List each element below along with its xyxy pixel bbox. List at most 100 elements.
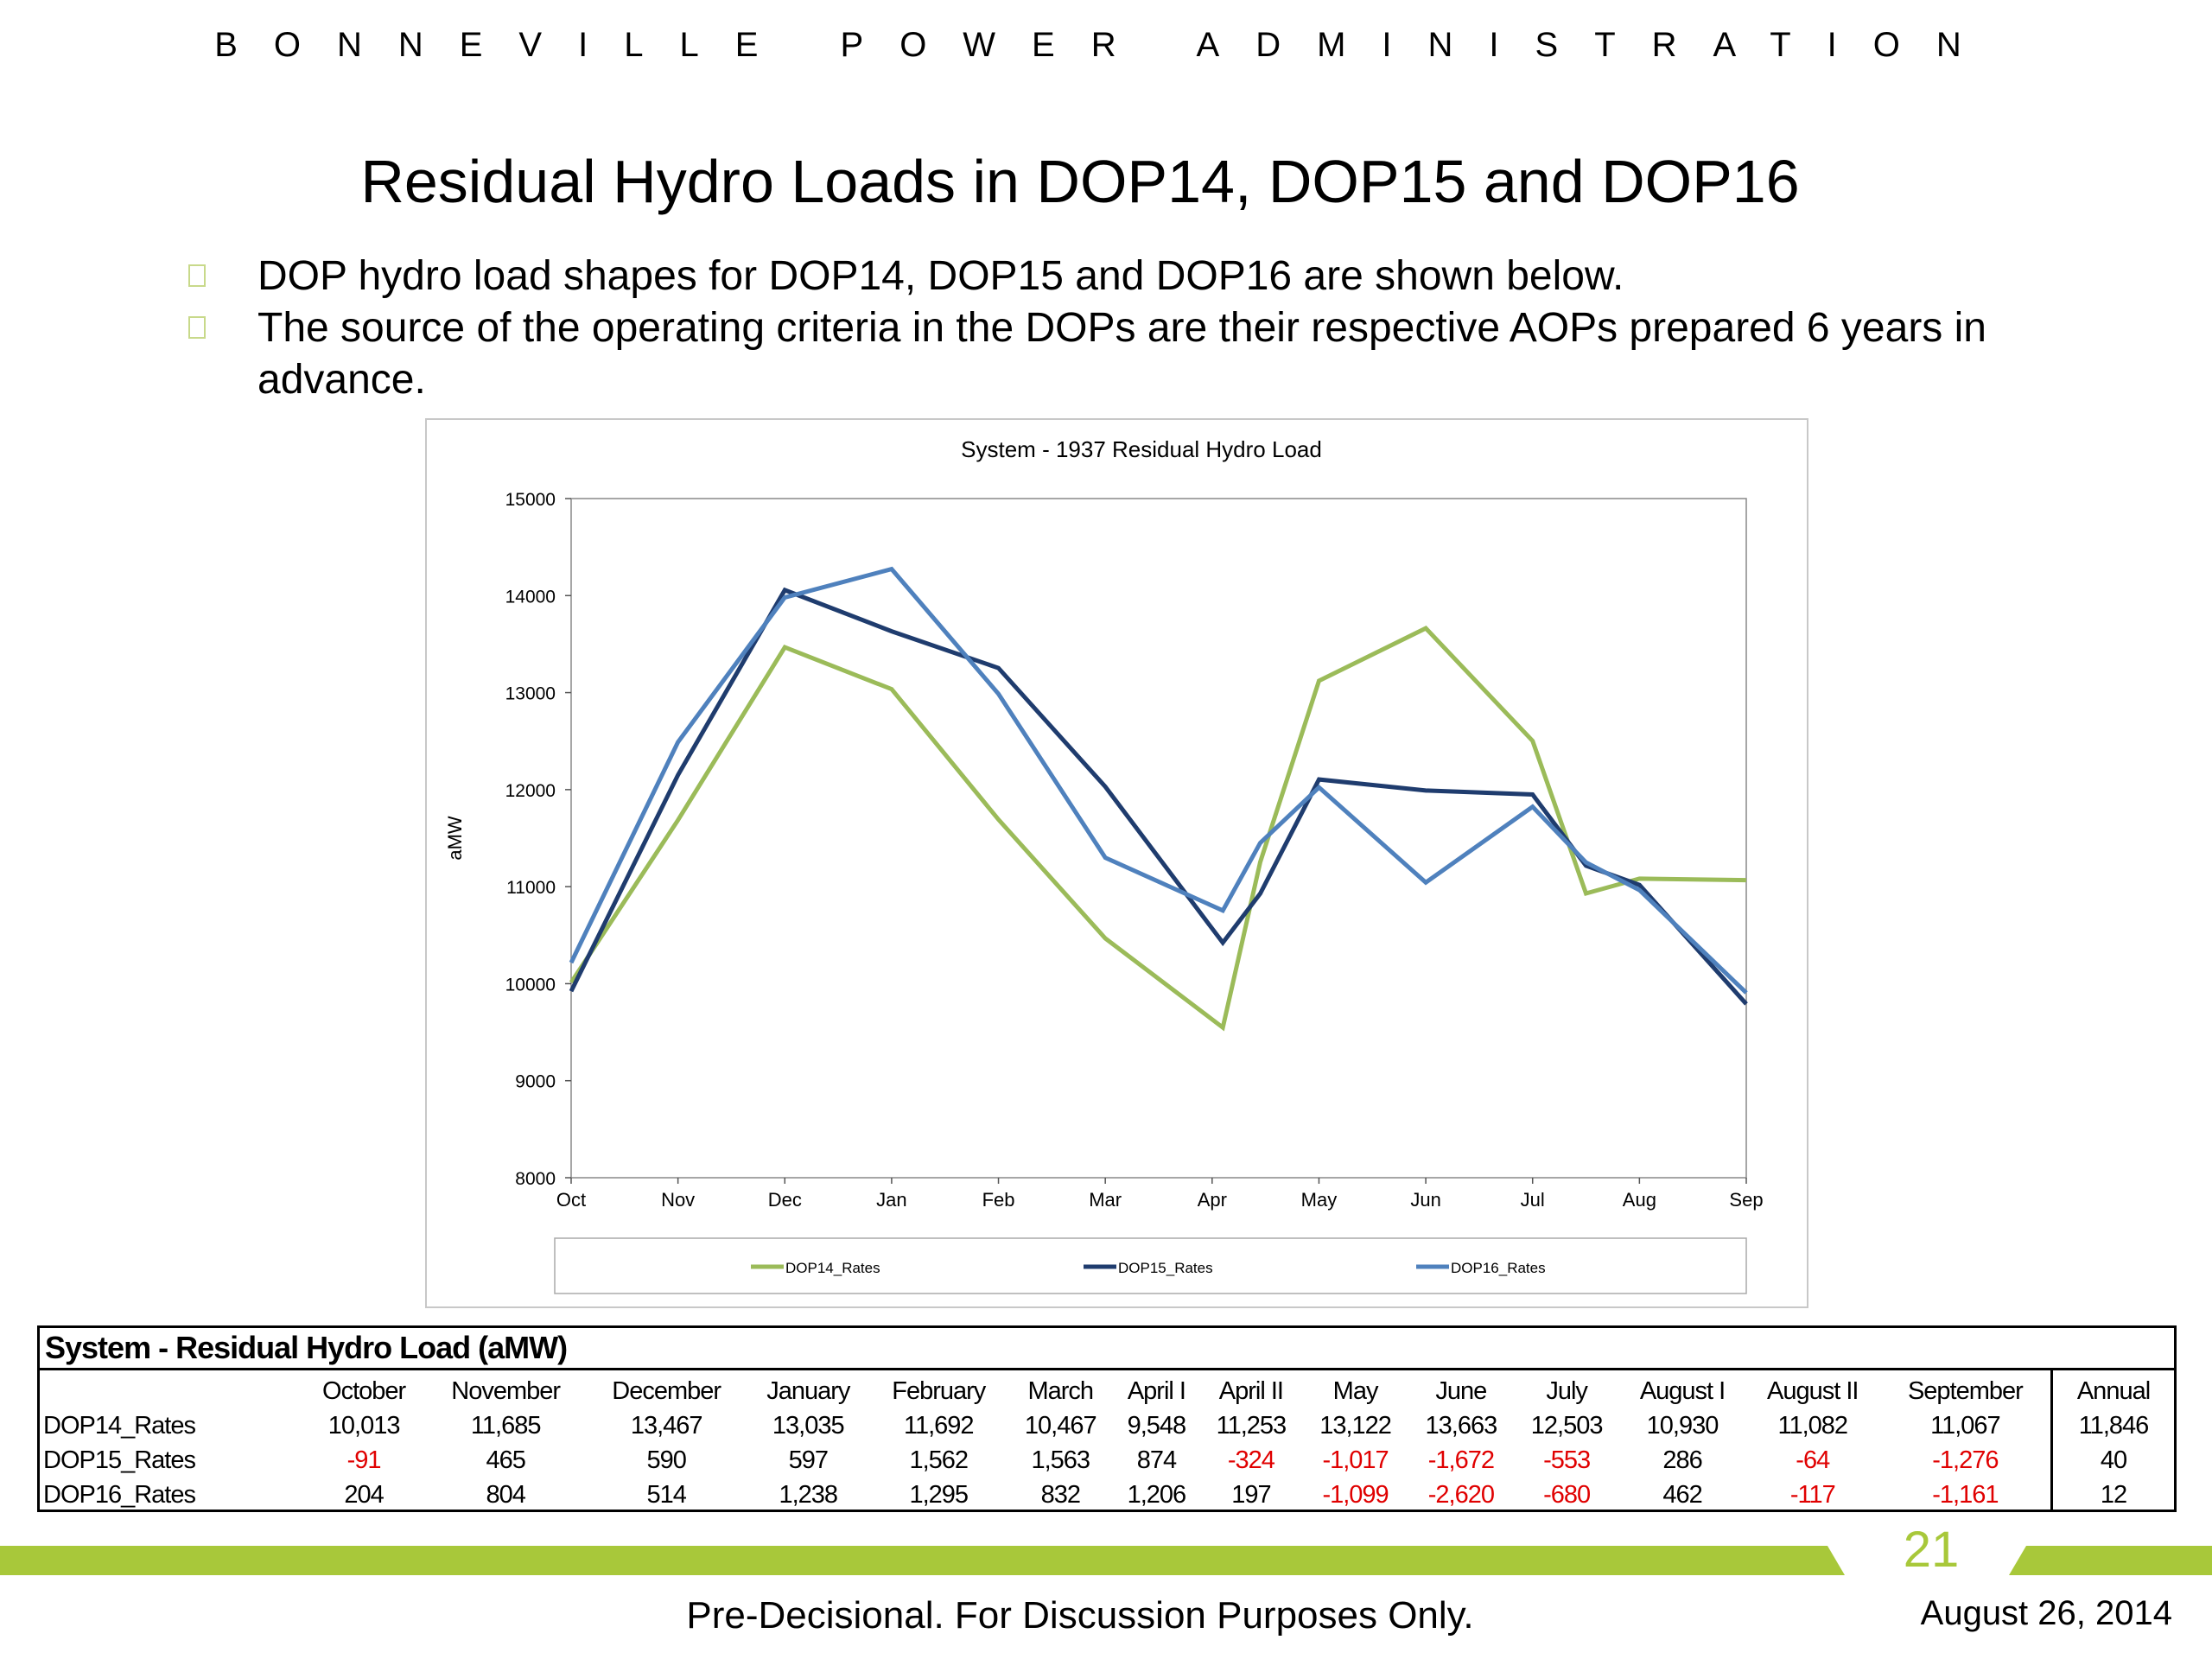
x-tick-label: May xyxy=(1301,1189,1338,1211)
plot-area xyxy=(570,498,1747,1179)
table-cell: 12 xyxy=(2050,1478,2174,1512)
line-chart: System - 1937 Residual Hydro Load 8000 900… xyxy=(444,436,1764,1294)
table-header-row: October November December January February Ma… xyxy=(40,1370,2174,1408)
table-cell: 1,295 xyxy=(909,1481,969,1509)
column-header: June xyxy=(1435,1377,1487,1405)
table-cell: 465 xyxy=(486,1446,526,1474)
table-cell: 10,467 xyxy=(1024,1412,1097,1440)
column-header: March xyxy=(1027,1377,1094,1405)
bullet-item: The source of the operating criteria in … xyxy=(181,302,2126,406)
table-cell: 10,013 xyxy=(327,1412,401,1440)
table-cell: -2,620 xyxy=(1427,1481,1495,1509)
table-cell: -1,161 xyxy=(1932,1481,1999,1509)
table-cell: 40 xyxy=(2050,1443,2174,1478)
column-header: October xyxy=(322,1377,406,1405)
table-cell: 13,122 xyxy=(1319,1412,1392,1440)
x-tick-label: Dec xyxy=(768,1189,802,1211)
page-number: 21 xyxy=(1903,1522,1960,1578)
table-cell: -117 xyxy=(1789,1481,1836,1509)
x-tick-label: Aug xyxy=(1623,1189,1656,1211)
table-cell: -1,672 xyxy=(1427,1446,1495,1474)
y-tick-label: 14000 xyxy=(505,587,556,607)
column-header: February xyxy=(892,1377,986,1405)
bullet-item: DOP hydro load shapes for DOP14, DOP15 a… xyxy=(181,251,2126,302)
y-tick-label: 15000 xyxy=(505,490,556,510)
y-tick-label: 8000 xyxy=(515,1169,556,1189)
table-title: System - Residual Hydro Load (aMW) xyxy=(40,1328,2174,1370)
table-cell: 1,562 xyxy=(909,1446,969,1474)
table-cell: -1,017 xyxy=(1322,1446,1389,1474)
table-cell: 11,685 xyxy=(470,1412,542,1440)
org-header: BONNEVILLE POWER ADMINISTRATION xyxy=(214,26,1998,64)
row-label: DOP14_Rates xyxy=(43,1412,196,1440)
y-axis-label: aMW xyxy=(444,816,466,861)
table-cell: 10,930 xyxy=(1646,1412,1719,1440)
table-cell: 204 xyxy=(344,1481,384,1509)
footer-accent-bar xyxy=(0,1546,2212,1575)
column-header: May xyxy=(1332,1377,1379,1405)
table-cell: 13,663 xyxy=(1425,1412,1498,1440)
x-tick-label: Feb xyxy=(982,1189,1015,1211)
column-header: August I xyxy=(1639,1377,1726,1405)
bullet-text: DOP hydro load shapes for DOP14, DOP15 a… xyxy=(257,253,1624,299)
table-cell: 1,206 xyxy=(1127,1481,1187,1509)
legend-label: DOP16_Rates xyxy=(1451,1260,1546,1276)
column-header: July xyxy=(1546,1377,1588,1405)
table-cell: 514 xyxy=(646,1481,686,1509)
table-corner-cell xyxy=(40,1370,302,1408)
table-row: DOP14_Rates 10,013 11,685 13,467 13,035 11,69… xyxy=(40,1408,2174,1443)
chart-title: System - 1937 Residual Hydro Load xyxy=(961,436,1322,462)
series-line-dop14-rates xyxy=(569,626,1747,1032)
table-cell: 1,238 xyxy=(779,1481,838,1509)
table-cell: -64 xyxy=(1796,1446,1830,1474)
bullet-list: DOP hydro load shapes for DOP14, DOP15 a… xyxy=(181,251,2126,406)
table-cell: 462 xyxy=(1662,1481,1702,1509)
table-cell: -1,099 xyxy=(1322,1481,1389,1509)
x-tick-label: Jul xyxy=(1521,1189,1545,1211)
table-cell: -1,276 xyxy=(1932,1446,1999,1474)
series-line-dop15-rates xyxy=(569,587,1748,1006)
column-header: January xyxy=(766,1377,850,1405)
x-tick-label: Oct xyxy=(556,1189,586,1211)
row-label: DOP16_Rates xyxy=(43,1481,196,1509)
table-cell: 874 xyxy=(1136,1446,1177,1474)
table-cell: 286 xyxy=(1662,1446,1702,1474)
column-header: August II xyxy=(1767,1377,1859,1405)
table-cell: 12,503 xyxy=(1530,1412,1604,1440)
table-cell: 590 xyxy=(646,1446,686,1474)
legend-label: DOP14_Rates xyxy=(785,1260,880,1276)
chart-panel: System - 1937 Residual Hydro Load 8000 900… xyxy=(425,418,1808,1308)
x-tick-label: Apr xyxy=(1198,1189,1227,1211)
y-tick-label: 13000 xyxy=(505,684,556,704)
x-tick-label: Mar xyxy=(1089,1189,1122,1211)
table-cell: 11,253 xyxy=(1216,1412,1287,1440)
table-cell: -324 xyxy=(1227,1446,1275,1474)
column-header: December xyxy=(612,1377,721,1405)
x-tick-label: Sep xyxy=(1729,1189,1763,1211)
row-label: DOP15_Rates xyxy=(43,1446,196,1474)
footer-date: August 26, 2014 xyxy=(1920,1594,2172,1632)
column-header: Annual xyxy=(2050,1370,2174,1408)
footer-disclaimer: Pre-Decisional. For Discussion Purposes … xyxy=(686,1594,1474,1637)
x-tick-label: Jun xyxy=(1410,1189,1440,1211)
table-cell: -91 xyxy=(346,1446,382,1474)
y-tick-label: 9000 xyxy=(515,1072,556,1092)
slide-title: Residual Hydro Loads in DOP14, DOP15 and… xyxy=(360,148,1800,215)
table-row: DOP16_Rates 204 804 514 1,238 1,295 832 1,206 19… xyxy=(40,1478,2174,1512)
table-cell: 11,082 xyxy=(1777,1412,1848,1440)
table-cell: -680 xyxy=(1543,1481,1591,1509)
table-cell: 804 xyxy=(486,1481,526,1509)
x-tick-label: Nov xyxy=(661,1189,695,1211)
column-header: April II xyxy=(1218,1377,1284,1405)
column-header: April I xyxy=(1127,1377,1186,1405)
table-cell: 11,846 xyxy=(2050,1408,2174,1443)
column-header: November xyxy=(451,1377,561,1405)
table-row: DOP15_Rates -91 465 590 597 1,562 1,563 874 -324… xyxy=(40,1443,2174,1478)
table-cell: 13,467 xyxy=(630,1412,703,1440)
table-cell: 13,035 xyxy=(772,1412,845,1440)
y-tick-label: 12000 xyxy=(505,781,556,801)
column-header: September xyxy=(1907,1377,2024,1405)
bullet-marker-icon xyxy=(188,264,206,287)
data-table: System - Residual Hydro Load (aMW) Octob… xyxy=(37,1325,2177,1512)
table-cell: 11,067 xyxy=(1930,1412,2001,1440)
